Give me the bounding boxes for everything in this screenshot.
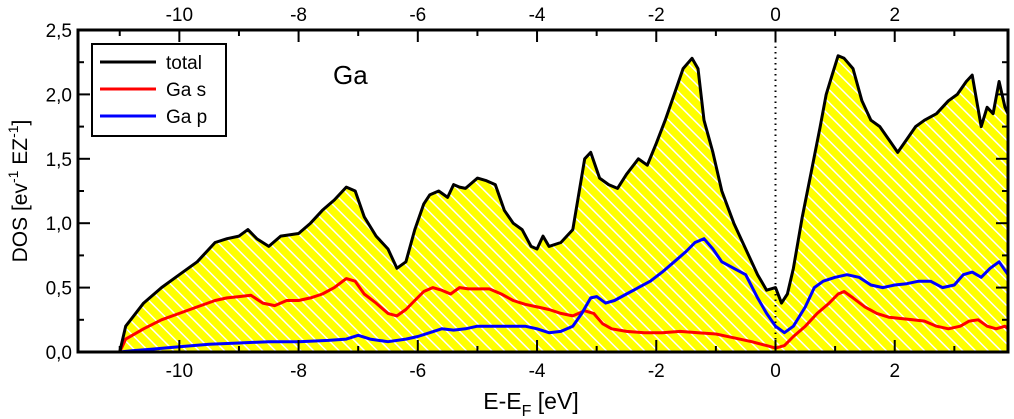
x-tick-label-top: -8 [290,5,307,26]
y-tick-label: 2,5 [46,21,72,42]
x-tick-labels-top: -10 -8 -6 -4 -2 0 2 [166,5,900,26]
x-tick-labels: -10 -8 -6 -4 -2 0 2 [166,361,900,382]
series-line-ga-s [118,277,1008,352]
y-tick-label: 1,5 [46,150,72,171]
y-tick-label: 0,5 [46,279,72,300]
y-axis-label: DOS [ev-1 EZ-1] [5,120,32,263]
x-tick-label-top: -6 [409,5,426,26]
x-tick-label-top: -10 [166,5,193,26]
x-tick-label: -8 [290,361,307,382]
legend-label-total: total [166,53,202,74]
y-tick-label: 1,0 [46,214,72,235]
y-tick-labels: 0,0 0,5 1,0 1,5 2,0 2,5 [46,21,72,364]
x-tick-label: 0 [770,361,781,382]
x-tick-label-top: 0 [770,5,781,26]
legend-items: total Ga s Ga p [100,53,207,128]
x-tick-label: -4 [529,361,546,382]
x-tick-label: -6 [409,361,426,382]
legend-label-ga-p: Ga p [166,107,207,128]
x-tick-label-top: 2 [889,5,900,26]
series-line-ga-p [119,237,1008,352]
x-tick-label-top: -2 [648,5,665,26]
x-axis-label-subscript: F [522,403,532,419]
total-area-fill [119,55,1008,352]
axis-ticks [78,29,1008,353]
x-axis-label: E-EF [eV] [483,388,578,419]
x-tick-label-top: -4 [529,5,546,26]
legend: total Ga s Ga p [91,43,227,137]
x-tick-label: -10 [166,361,193,382]
plot-area [118,30,1008,352]
element-annotation: Ga [333,60,368,90]
y-tick-label: 2,0 [46,85,72,106]
series-lines [118,54,1008,352]
x-tick-label: 2 [889,361,900,382]
legend-label-ga-s: Ga s [166,80,206,101]
x-tick-label: -2 [648,361,665,382]
y-tick-label: 0,0 [46,343,72,364]
series-line-total [118,54,1008,352]
